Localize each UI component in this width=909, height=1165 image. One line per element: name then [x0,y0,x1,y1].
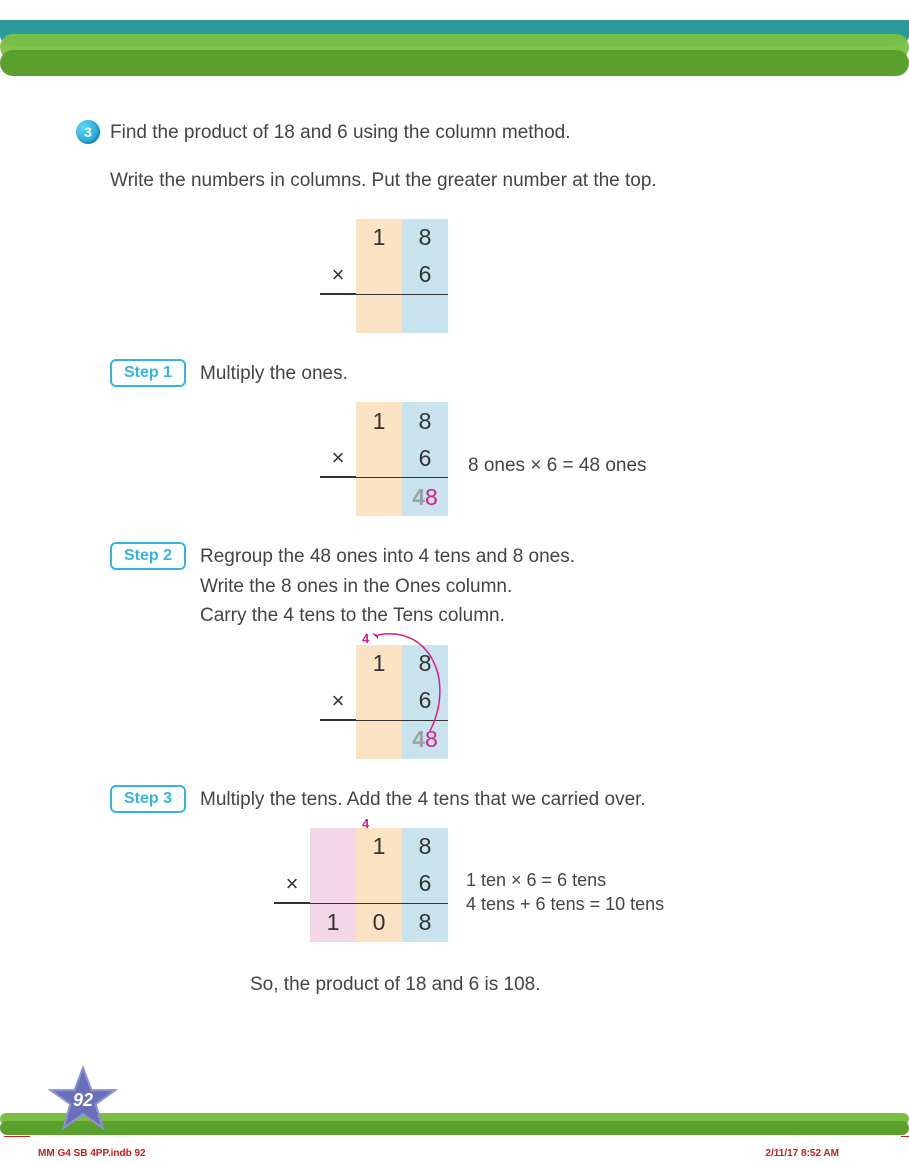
print-mark-left: MM G4 SB 4PP.indb 92 [38,1148,146,1159]
step-3-row: Step 3 Multiply the tens. Add the 4 tens… [110,785,829,814]
grid-operator: × [320,688,356,714]
grid-cell-ones: 8 [402,828,448,866]
grid-cell-ones: 6 [402,439,448,477]
grid-result-ones: 48 [402,721,448,759]
column-grid-step3: 4 1 8 × 6 1 0 8 [274,828,448,942]
question-setup: Write the numbers in columns. Put the gr… [110,166,829,196]
step1-annotation: 8 ones × 6 = 48 ones [468,455,647,477]
grid-result-ones: 48 [402,478,448,516]
result-ghost-digit: 4 [412,484,425,511]
step-text: Multiply the tens. Add the 4 tens that w… [200,785,646,814]
page-number: 92 [48,1065,118,1135]
step3-annotation-a: 1 ten × 6 = 6 tens [466,868,664,892]
grid-operator: × [320,262,356,288]
grid-cell-ones: 6 [402,682,448,720]
column-grid-initial: 1 8 × 6 [320,219,448,333]
step-2-row: Step 2 Regroup the 48 ones into 4 tens a… [110,542,829,630]
carry-digit: 4 [362,631,369,646]
column-grid-step2: 4 1 8 × 6 48 [320,645,448,759]
step-badge: Step 1 [110,359,186,387]
grid-cell-tens: 1 [356,645,402,683]
crop-mark [4,1136,30,1137]
result-pink-digit: 8 [425,726,438,753]
grid-cell-ones: 8 [402,402,448,440]
grid-cell-tens: 1 [356,402,402,440]
grid-cell-ones: 8 [402,645,448,683]
grid-cell-tens: 1 [356,828,402,866]
step3-annotation: 1 ten × 6 = 6 tens 4 tens + 6 tens = 10 … [466,868,664,917]
question-number-badge: 3 [76,120,100,144]
step-badge: Step 2 [110,542,186,570]
page-content: 3 Find the product of 18 and 6 using the… [0,76,909,996]
print-mark-right: 2/11/17 8:52 AM [765,1148,839,1159]
carry-digit: 4 [362,816,369,831]
question-prompt: Find the product of 18 and 6 using the c… [110,118,829,148]
grid-cell-ones: 6 [402,256,448,294]
step-badge: Step 3 [110,785,186,813]
grid-cell-ones: 6 [402,865,448,903]
step-text: Multiply the ones. [200,359,348,388]
grid-result-ones: 8 [402,904,448,942]
page-footer-banner [0,1101,909,1135]
step2-text-b: Write the 8 ones in the Ones column. [200,572,575,601]
result-pink-digit: 8 [425,484,438,511]
grid-cell-ones: 8 [402,219,448,257]
step-text: Regroup the 48 ones into 4 tens and 8 on… [200,542,575,630]
grid-result-tens: 0 [356,904,402,942]
summary-text: So, the product of 18 and 6 is 108. [250,974,829,996]
step3-annotation-b: 4 tens + 6 tens = 10 tens [466,892,664,916]
question-block: 3 Find the product of 18 and 6 using the… [110,118,829,197]
page-header-banner [0,20,909,76]
crop-mark [901,1136,909,1137]
step2-text-a: Regroup the 48 ones into 4 tens and 8 on… [200,542,575,571]
grid-operator: × [274,871,310,897]
page-number-star: 92 [48,1065,118,1135]
grid-result-hund: 1 [310,904,356,942]
step-1-row: Step 1 Multiply the ones. [110,359,829,388]
grid-cell-tens: 1 [356,219,402,257]
grid-operator: × [320,445,356,471]
column-grid-step1: 1 8 × 6 48 [320,402,448,516]
result-ghost-digit: 4 [412,726,425,753]
step2-text-c: Carry the 4 tens to the Tens column. [200,601,575,630]
